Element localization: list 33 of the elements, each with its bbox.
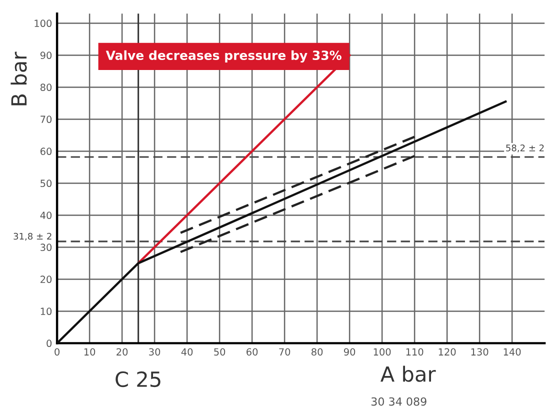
x-tick-label: 130 [471, 348, 488, 356]
x-tick-label: 0 [54, 348, 60, 356]
annotation: Valve decreases pressure by 33% [106, 50, 342, 63]
y-tick-label: 50 [40, 180, 52, 188]
y-tick-label: 70 [40, 116, 52, 124]
x-tick-label: 80 [312, 348, 323, 356]
x-tick-label: 30 [149, 348, 160, 356]
y-tick-label: 0 [46, 340, 52, 348]
x-tick-label: 40 [181, 348, 193, 356]
x-tick-label: 20 [116, 348, 128, 356]
ref-line-label: C 25 [116, 371, 160, 388]
ref-line-label: 58,2 ± 2 [506, 144, 544, 152]
x-axis-title: A bar [380, 366, 436, 382]
y-tick-label: 40 [40, 212, 52, 220]
ref-line-label: 31,8 ± 2 [14, 232, 52, 241]
x-tick-label: 70 [279, 348, 290, 356]
y-tick-label: 10 [40, 308, 52, 316]
x-tick-label: 140 [504, 348, 521, 356]
x-tick-label: 100 [374, 348, 391, 356]
x-tick-label: 110 [406, 348, 424, 356]
x-tick-label: 60 [246, 348, 258, 356]
x-tick-label: 90 [344, 348, 356, 356]
y-tick-label: 20 [40, 276, 52, 284]
y-axis-title: B bar [10, 52, 27, 106]
y-tick-label: 60 [40, 148, 52, 156]
y-tick-label: 100 [34, 20, 52, 28]
x-tick-label: 10 [84, 348, 96, 356]
text: 30 34 089 [371, 397, 426, 406]
y-tick-label: 80 [40, 84, 52, 92]
x-tick-label: 50 [214, 348, 226, 356]
x-tick-label: 120 [438, 348, 456, 356]
y-tick-label: 90 [40, 52, 52, 60]
y-tick-label: 30 [40, 244, 52, 252]
